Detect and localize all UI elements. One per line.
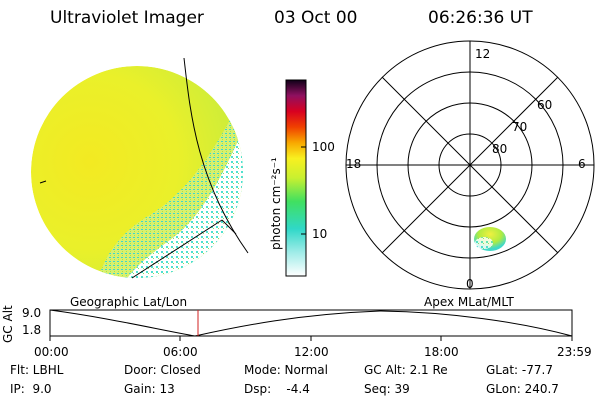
ip-info: IP: 9.0 (10, 382, 52, 396)
grid-line (39, 180, 47, 184)
geographic-label: Geographic Lat/Lon (70, 295, 188, 309)
colorbar-tick-10: 10 (312, 227, 328, 241)
lat-label-80: 80 (492, 142, 508, 156)
time-tick: 12:00 (294, 345, 329, 359)
seq-info: Seq: 39 (364, 382, 410, 396)
time-tick: 06:00 (163, 345, 198, 359)
mlt-label-6: 6 (578, 157, 586, 171)
door-info: Door: Closed (124, 363, 201, 377)
lat-label-70: 70 (512, 120, 528, 134)
time-tick: 18:00 (424, 345, 459, 359)
filter-info: Flt: LBHL (10, 363, 64, 377)
altitude-ytick-max: 9.0 (22, 306, 42, 320)
colorbar (285, 79, 307, 277)
gc-alt-info: GC Alt: 2.1 Re (364, 363, 448, 377)
altitude-plot (49, 309, 573, 341)
terminator-line (183, 57, 249, 254)
date-label: 03 Oct 00 (274, 8, 358, 28)
grid-line (131, 219, 223, 279)
dsp-info: Dsp: -4.4 (244, 382, 310, 396)
mlt-label-12: 12 (475, 47, 491, 61)
altitude-ylabel: GC Alt (1, 305, 15, 343)
lat-label-60: 60 (537, 98, 553, 112)
colorbar-label: photon cm⁻²s⁻¹ (269, 157, 283, 250)
earth-image (31, 66, 243, 278)
mlt-label-18: 18 (346, 157, 362, 171)
time-tick: 23:59 (557, 345, 592, 359)
polar-plot (345, 40, 595, 290)
gain-info: Gain: 13 (124, 382, 175, 396)
altitude-ytick-min: 1.8 (22, 323, 42, 337)
time-label: 06:26:36 UT (428, 8, 533, 28)
mode-info: Mode: Normal (244, 363, 328, 377)
apex-label: Apex MLat/MLT (424, 295, 514, 309)
colorbar-tick-100: 100 (312, 140, 335, 154)
aurora-patch (474, 227, 506, 251)
mlt-label-0: 0 (466, 277, 474, 291)
time-tick: 00:00 (34, 345, 69, 359)
grid-line (221, 219, 237, 235)
glon-info: GLon: 240.7 (486, 382, 559, 396)
glat-info: GLat: -77.7 (486, 363, 553, 377)
instrument-title: Ultraviolet Imager (50, 8, 204, 28)
